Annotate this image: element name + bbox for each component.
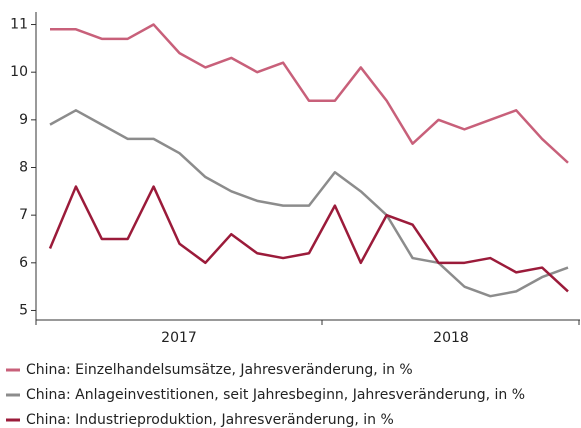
y-tick-label: 10 bbox=[10, 64, 28, 80]
legend-label: China: Einzelhandelsumsätze, Jahresverän… bbox=[26, 362, 413, 378]
y-tick-label: 7 bbox=[19, 207, 28, 223]
y-tick-label: 11 bbox=[10, 17, 28, 33]
x-group-label: 2018 bbox=[433, 330, 469, 346]
y-tick-label: 6 bbox=[19, 255, 28, 271]
y-tick-label: 8 bbox=[19, 160, 28, 176]
y-tick-label: 9 bbox=[19, 112, 28, 128]
y-tick-label: 5 bbox=[19, 302, 28, 318]
legend-label: China: Industrieproduktion, Jahresveränd… bbox=[26, 412, 394, 428]
x-group-label: 2017 bbox=[161, 330, 197, 346]
series-line bbox=[48, 185, 569, 293]
legend-label: China: Anlageinvestitionen, seit Jahresb… bbox=[26, 387, 525, 403]
series-line bbox=[49, 109, 569, 298]
series-line bbox=[50, 23, 569, 164]
